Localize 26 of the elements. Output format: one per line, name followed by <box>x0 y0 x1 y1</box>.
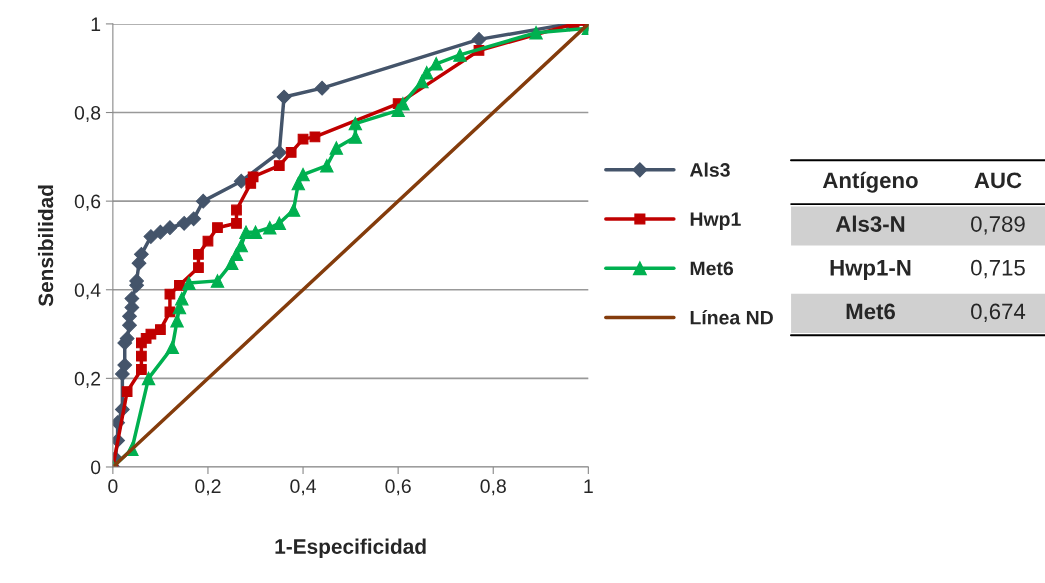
text: Met6 <box>846 303 895 320</box>
y-tick-label: 0,8 <box>74 105 101 123</box>
legend-label: Als3 <box>689 162 730 177</box>
y-tick-label: 1 <box>91 17 101 31</box>
y-axis-title: Sensibilidad <box>37 185 54 307</box>
text: Hwp1-N <box>830 260 911 280</box>
text: Als3-N <box>835 215 905 232</box>
legend-label: Línea ND <box>690 310 773 325</box>
text: AUC <box>974 172 1022 189</box>
y-tick-label: 0,6 <box>74 194 101 211</box>
text: Antígeno <box>822 171 918 193</box>
legend-label: Hwp1 <box>690 212 741 230</box>
text: 0,789 <box>971 216 1025 235</box>
text: 0,715 <box>971 259 1025 279</box>
y-tick-label: 0,4 <box>74 283 101 300</box>
x-tick-label: 0,2 <box>195 479 221 496</box>
legend-label: Met6 <box>690 261 734 276</box>
y-tick-label: 0,2 <box>74 371 101 388</box>
text: 0,674 <box>971 303 1026 322</box>
y-tick-label: 0 <box>91 460 101 475</box>
x-tick-label: 1 <box>584 479 593 493</box>
x-tick-label: 0 <box>108 479 118 494</box>
x-tick-label: 0,4 <box>290 479 316 496</box>
x-tick-label: 0,8 <box>480 479 506 496</box>
x-tick-label: 0,6 <box>385 479 411 496</box>
x-axis-title: 1-Especificidad <box>275 538 426 558</box>
